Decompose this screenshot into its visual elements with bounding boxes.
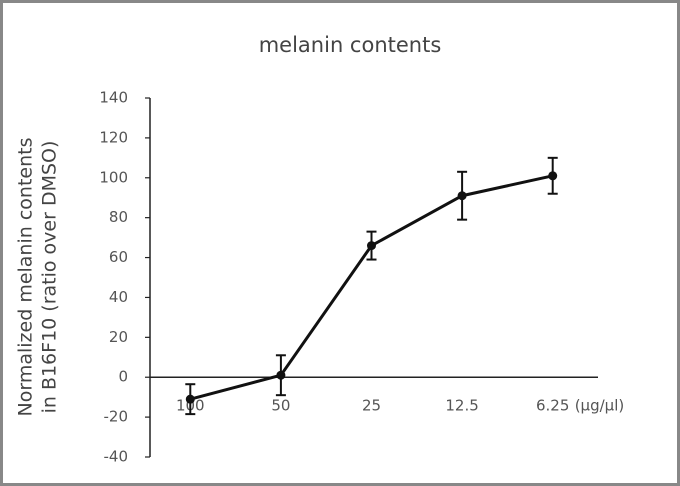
x-tick-label: 50 (271, 397, 290, 415)
data-point (367, 241, 376, 251)
y-tick-label: 20 (109, 328, 128, 346)
y-label-line: in B16F10 (ratio over DMSO) (39, 141, 61, 414)
data-point (457, 191, 467, 201)
y-label-line: Normalized melanin contents (15, 138, 37, 417)
y-tick-label: -20 (104, 408, 129, 426)
x-tick-label: 25 (362, 397, 381, 415)
y-tick-label: 100 (99, 168, 128, 186)
chart-title: melanin contents (259, 33, 442, 57)
x-tick-label: 6.25 (536, 397, 569, 415)
data-point (185, 394, 195, 404)
x-tick-label: 12.5 (445, 397, 478, 415)
y-tick-label: 140 (99, 89, 128, 107)
data-point (548, 171, 558, 181)
x-axis-label: (μg/μl) (575, 397, 625, 415)
y-tick-label: -40 (104, 448, 129, 466)
data-line (189, 174, 554, 401)
y-tick-label: 40 (109, 288, 128, 306)
y-tick-label: 120 (99, 128, 128, 146)
y-tick-label: 80 (109, 208, 128, 226)
data-point (276, 370, 286, 380)
y-axis-label: Normalized melanin contents in B16F10 (r… (15, 138, 61, 417)
y-tick-label: 60 (109, 248, 128, 266)
y-tick-label: 0 (118, 368, 128, 386)
